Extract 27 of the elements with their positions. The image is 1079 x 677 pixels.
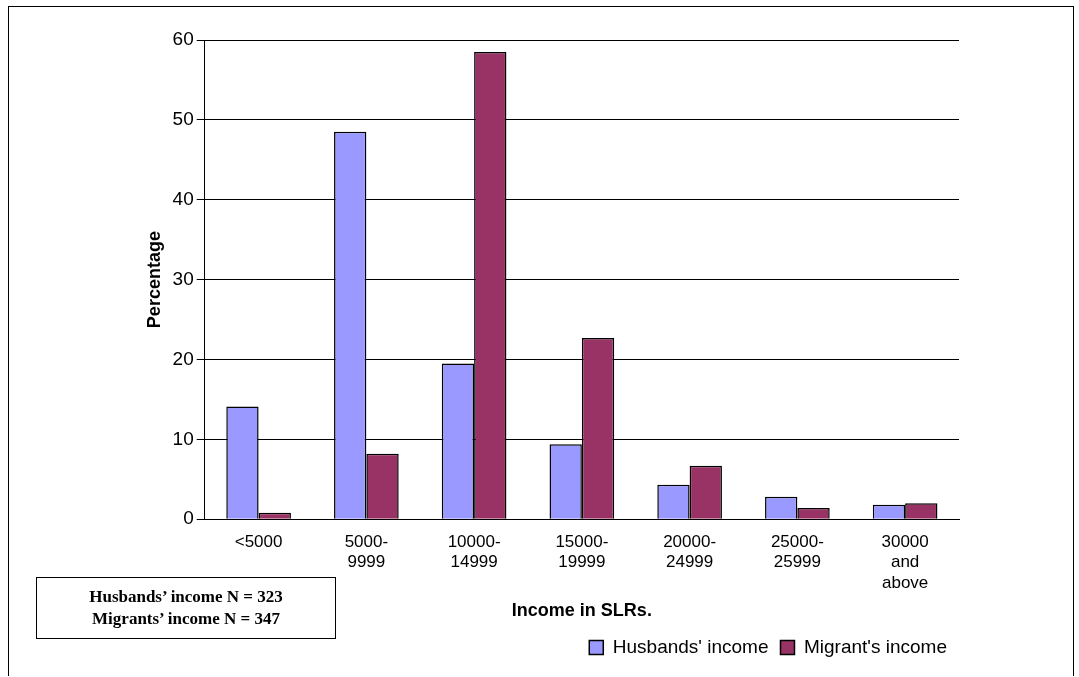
text: Husbands’ income N = 323 xyxy=(88,586,284,608)
category-label: 15000- xyxy=(555,532,609,552)
category-label: 25999 xyxy=(773,552,822,572)
category-label: 5000- xyxy=(344,532,389,552)
y-tick-label: 10 xyxy=(172,427,194,449)
x-tick-label: <5000 xyxy=(234,532,283,552)
category-label: 10000- xyxy=(447,532,501,552)
y-tick-label: 60 xyxy=(172,28,194,50)
y-tick-label: 40 xyxy=(172,187,194,209)
y-tick-label: 0 xyxy=(183,507,194,529)
category-label: 24999 xyxy=(665,552,714,572)
text: Migrants’ income N = 347 xyxy=(91,608,281,630)
category-label: above xyxy=(881,572,929,592)
y-axis-title: Percentage xyxy=(143,231,164,329)
category-label: 14999 xyxy=(450,552,498,572)
category-label: and xyxy=(890,552,920,572)
y-tick-label: 30 xyxy=(172,267,194,289)
y-tick-label: 50 xyxy=(172,108,194,130)
y-tick-label: 20 xyxy=(172,347,194,369)
category-label: 19999 xyxy=(558,552,606,572)
x-axis-title: Income in SLRs. xyxy=(511,600,652,621)
legend-label: Husbands' income xyxy=(612,635,769,657)
category-label: 9999 xyxy=(347,552,386,572)
category-label: 30000 xyxy=(881,532,929,552)
legend-label: Migrant's income xyxy=(803,635,948,657)
category-label: 20000- xyxy=(663,532,717,552)
category-label: 25000- xyxy=(770,532,824,552)
